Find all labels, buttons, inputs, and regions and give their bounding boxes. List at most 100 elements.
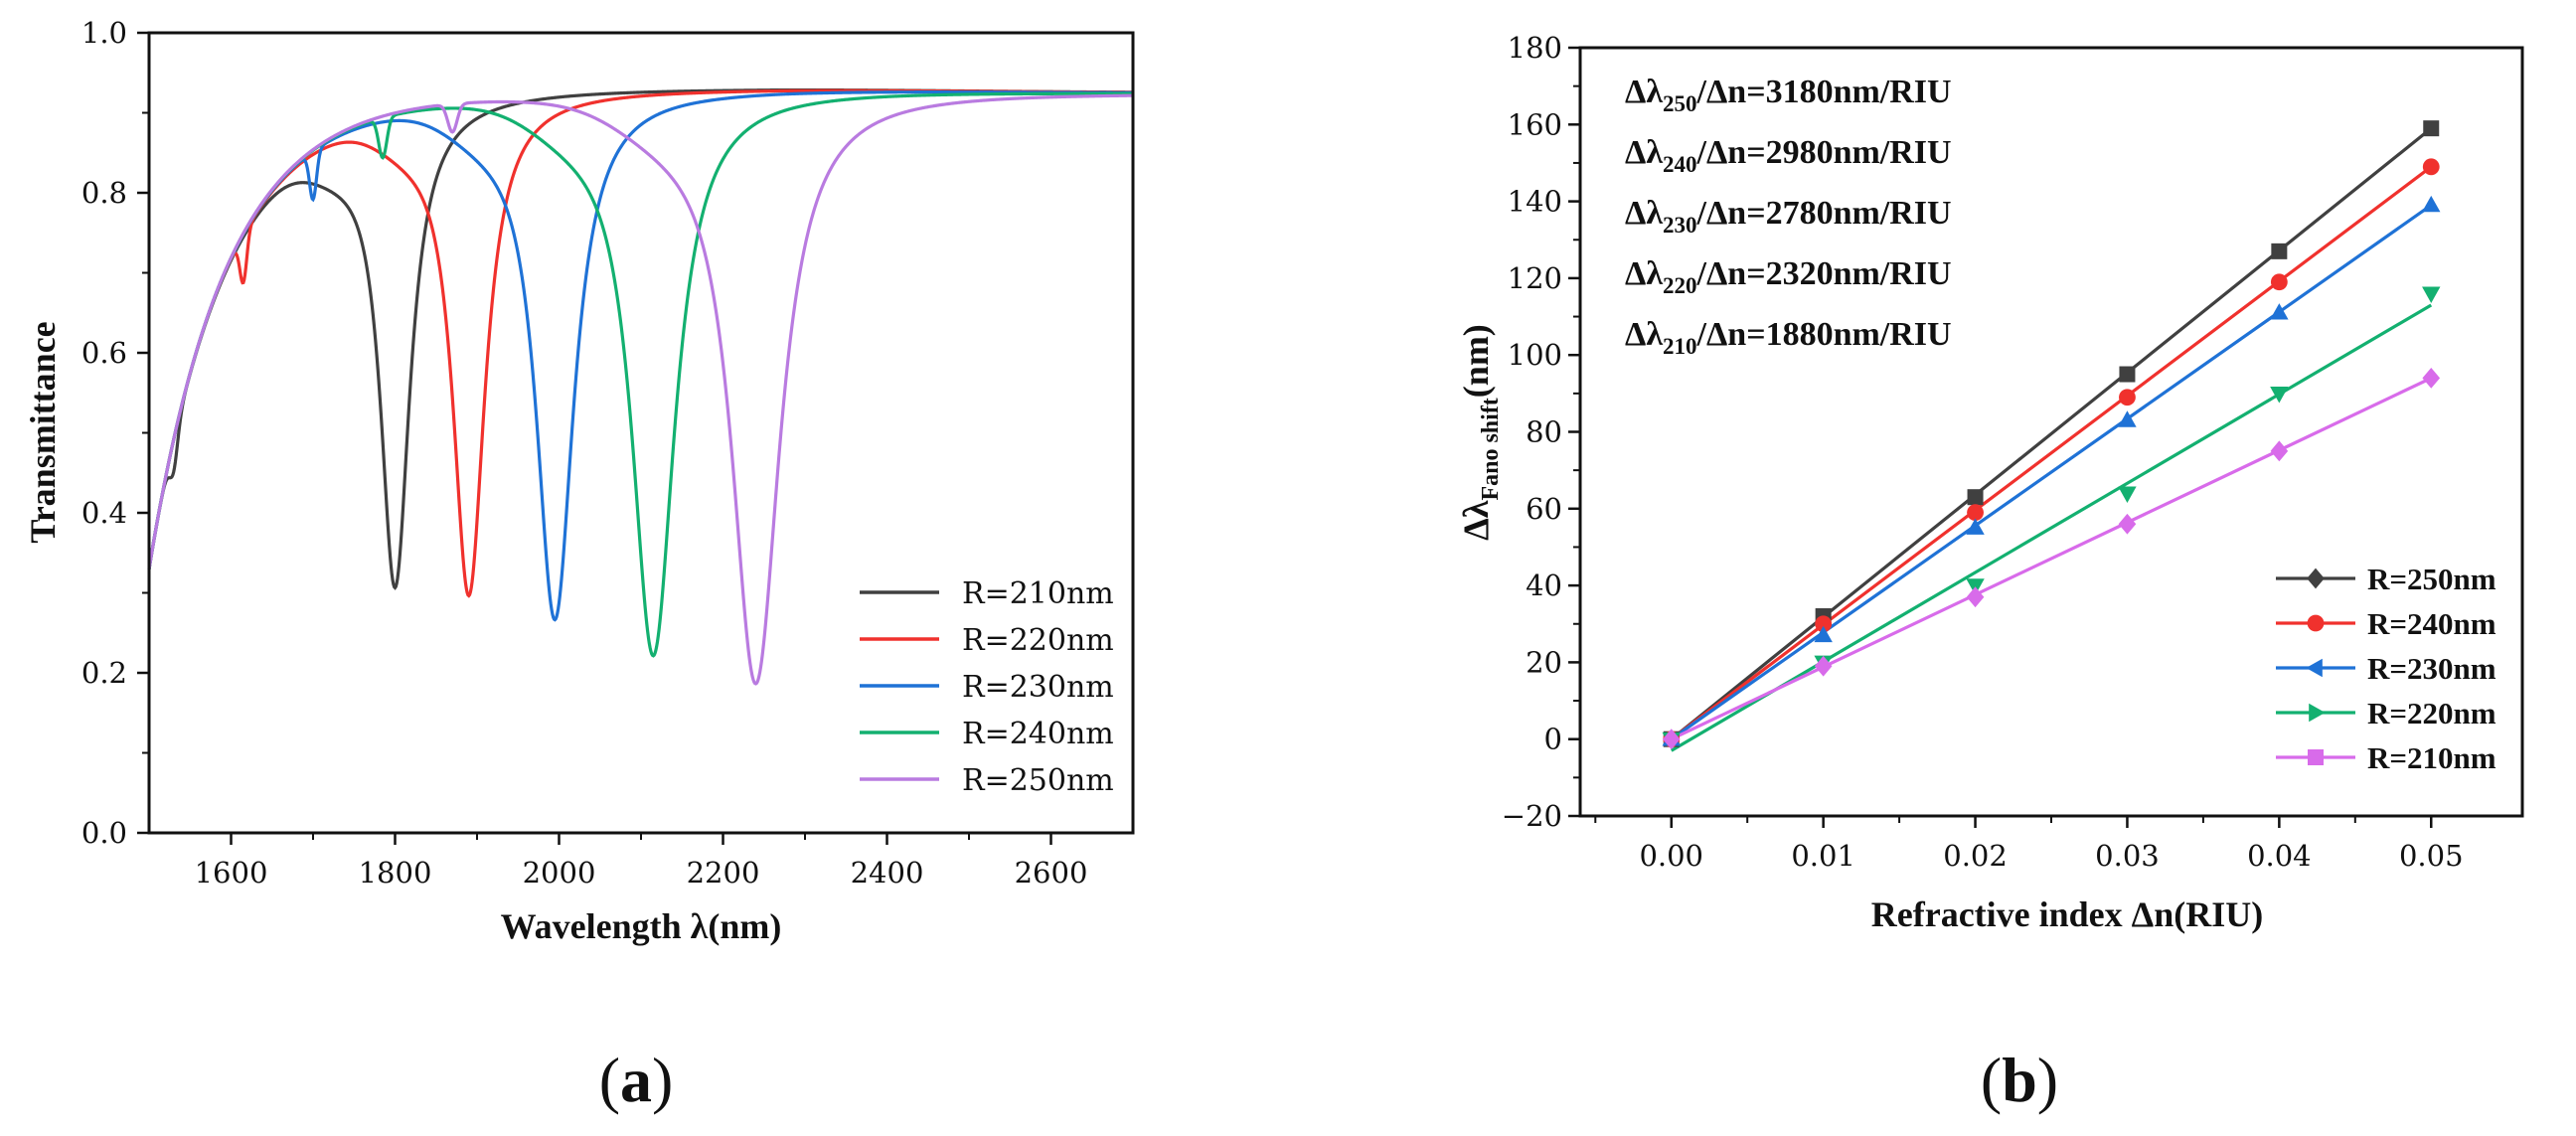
sensitivity-annotation: Δλ240/Δn=2980nm/RIU <box>1625 134 1952 177</box>
data-point-r-230nm <box>2118 410 2137 427</box>
data-point-r-210nm <box>2422 367 2441 389</box>
panel-b-x-axis-title: Refractive index Δn(RIU) <box>1871 894 2264 934</box>
y-tick-label: 0.0 <box>81 816 127 850</box>
data-point-r-210nm <box>2270 440 2289 462</box>
data-point-r-220nm <box>2118 486 2137 503</box>
annot-post: /Δn=3180nm/RIU <box>1696 74 1952 110</box>
sensitivity-annotation: Δλ250/Δn=3180nm/RIU <box>1625 74 1952 116</box>
y-tick-label: −20 <box>1502 799 1562 833</box>
y-tick-label: 160 <box>1508 107 1562 141</box>
annot-sub: 240 <box>1663 152 1697 177</box>
y-tick-label: 180 <box>1508 31 1562 65</box>
annot-sub: 230 <box>1663 213 1697 238</box>
panel-a-transmittance-chart: 1600 1800 2000 2200 2400 2600 0.0 0.2 0.4 0.6 0.8 1… <box>23 16 1135 946</box>
data-point-r-250nm <box>2119 366 2136 383</box>
legend-label: R=210nm <box>962 576 1114 611</box>
annot-post: /Δn=2980nm/RIU <box>1696 134 1952 171</box>
annot-pre: Δλ <box>1625 134 1663 171</box>
fit-line-r-220nm <box>1670 303 2433 752</box>
legend-label: R=210nm <box>2367 740 2496 775</box>
data-point-r-240nm <box>2119 389 2136 406</box>
panel-b-sensitivity-chart: 0.00 0.01 0.02 0.03 0.04 0.05 −20 0 20 40 60 80 100 1… <box>1456 31 2524 934</box>
annot-pre: Δλ <box>1625 74 1663 110</box>
legend-label: R=240nm <box>962 717 1114 751</box>
panel-b-letter: b <box>2002 1045 2037 1115</box>
panel-b-sensitivity-annotations: Δλ250/Δn=3180nm/RIUΔλ240/Δn=2980nm/RIUΔλ… <box>1625 74 1952 359</box>
y-title-main: Δλ <box>1456 500 1496 541</box>
fit-line-r-240nm <box>1670 165 2433 740</box>
legend-label: R=250nm <box>2367 562 2496 596</box>
data-point-r-250nm <box>1967 489 1984 506</box>
panel-a-y-axis-title: Transmittance <box>23 321 63 543</box>
y-tick-label: 60 <box>1526 492 1562 526</box>
y-tick-label: 1.0 <box>81 16 127 50</box>
curve-r-250nm <box>147 93 1134 686</box>
x-tick-label: 0.00 <box>1639 839 1703 873</box>
panel-a-open: ( <box>599 1045 620 1115</box>
data-point-r-240nm <box>1815 615 1833 633</box>
legend-marker <box>2306 658 2323 678</box>
panel-b-legend: R=250nm R=240nm R=230nm R=220nm R=210nm <box>2276 562 2496 775</box>
data-point-r-230nm <box>1966 518 1985 535</box>
legend-label: R=220nm <box>2367 696 2496 730</box>
legend-label: R=220nm <box>962 623 1114 658</box>
data-point-r-210nm <box>2118 513 2137 535</box>
data-point-r-250nm <box>2271 243 2288 259</box>
panel-a-letter: a <box>620 1045 652 1115</box>
curve-r-240nm <box>147 91 1134 658</box>
x-tick-label: 1800 <box>359 856 432 890</box>
y-tick-label: 0.6 <box>81 336 127 370</box>
panel-a-axes-frame <box>147 31 1135 835</box>
data-point-r-230nm <box>2270 303 2289 320</box>
data-point-r-250nm <box>2423 120 2440 137</box>
x-tick-label: 2200 <box>687 856 760 890</box>
fit-line-r-210nm <box>1671 376 2432 741</box>
panel-a-ticks: 1600 1800 2000 2200 2400 2600 0.0 0.2 0.4 0.6 0.8 1… <box>81 16 1088 890</box>
annot-pre: Δλ <box>1625 255 1663 292</box>
legend-label: R=230nm <box>962 670 1114 705</box>
annot-sub: 220 <box>1663 273 1697 298</box>
panel-a-curves <box>147 87 1134 686</box>
data-point-r-240nm <box>2422 158 2440 176</box>
sensitivity-annotation: Δλ230/Δn=2780nm/RIU <box>1625 195 1952 238</box>
data-point-r-210nm <box>1662 729 1681 750</box>
legend-marker <box>2309 703 2326 723</box>
legend-marker <box>2307 614 2325 632</box>
panel-b-fit-lines <box>1670 126 2433 752</box>
y-title-unit: (nm) <box>1456 324 1496 398</box>
y-tick-label: 0.8 <box>81 176 127 210</box>
x-tick-label: 0.01 <box>1791 839 1855 873</box>
x-tick-label: 1600 <box>195 856 268 890</box>
x-tick-label: 2000 <box>523 856 596 890</box>
legend-label: R=250nm <box>962 763 1114 798</box>
fit-line-r-230nm <box>1670 204 2433 741</box>
annot-sub: 210 <box>1663 334 1697 359</box>
sensitivity-annotation: Δλ220/Δn=2320nm/RIU <box>1625 255 1952 298</box>
data-point-r-240nm <box>1967 504 1984 522</box>
y-tick-label: 80 <box>1526 415 1562 449</box>
panel-b-ticks: 0.00 0.01 0.02 0.03 0.04 0.05 −20 0 20 40 60 80 100 1… <box>1502 31 2464 873</box>
x-tick-label: 0.02 <box>1943 839 2008 873</box>
annot-sub: 250 <box>1663 91 1697 116</box>
panel-a-x-axis-title: Wavelength λ(nm) <box>501 906 782 946</box>
x-tick-label: 0.05 <box>2399 839 2464 873</box>
panel-b-axes-frame <box>1578 46 2524 818</box>
y-tick-label: 0.2 <box>81 656 127 690</box>
panel-a-legend: R=210nm R=220nm R=230nm R=240nm R=250nm <box>860 576 1114 798</box>
data-point-r-220nm <box>2270 387 2289 404</box>
legend-label: R=240nm <box>2367 606 2496 641</box>
sensitivity-annotation: Δλ210/Δn=1880nm/RIU <box>1625 316 1952 359</box>
panel-b-label: (b) <box>1981 1045 2058 1115</box>
y-tick-label: 120 <box>1508 261 1562 295</box>
y-tick-label: 0 <box>1544 723 1562 756</box>
curve-r-230nm <box>147 90 1133 622</box>
y-title-sub: Fano shift <box>1478 398 1504 500</box>
y-tick-label: 40 <box>1526 568 1562 602</box>
panel-b-y-axis-title: ΔλFano shift(nm) <box>1456 324 1504 541</box>
panel-b-open: ( <box>1981 1045 2002 1115</box>
y-tick-label: 100 <box>1508 338 1562 372</box>
annot-pre: Δλ <box>1625 316 1663 353</box>
panel-a-close: ) <box>652 1045 673 1115</box>
annot-post: /Δn=1880nm/RIU <box>1696 316 1952 353</box>
